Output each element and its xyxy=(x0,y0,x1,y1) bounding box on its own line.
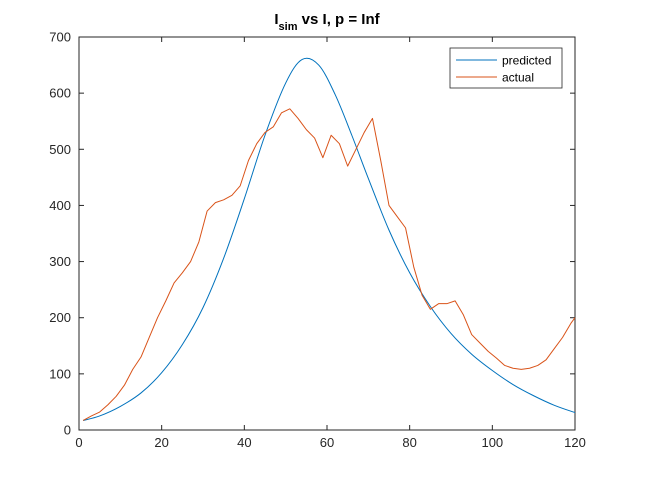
x-axis: 0 20 40 60 80 100 120 xyxy=(75,37,586,450)
y-tick-label: 700 xyxy=(49,30,71,45)
x-tick-label: 0 xyxy=(75,435,82,450)
y-axis: 0 100 200 300 400 500 600 700 xyxy=(49,30,575,438)
legend: predicted actual xyxy=(449,47,563,89)
x-tick-label: 120 xyxy=(564,435,586,450)
x-tick-label: 60 xyxy=(320,435,334,450)
x-tick-label: 20 xyxy=(154,435,168,450)
y-tick-label: 200 xyxy=(49,310,71,325)
legend-box xyxy=(449,47,563,89)
x-tick-label: 80 xyxy=(402,435,416,450)
y-tick-label: 0 xyxy=(64,423,71,438)
y-tick-label: 300 xyxy=(49,254,71,269)
chart-title-subscript: sim xyxy=(279,21,298,33)
y-tick-label: 400 xyxy=(49,198,71,213)
series-line-predicted xyxy=(82,57,576,421)
series-layer xyxy=(82,57,576,421)
y-tick-label: 100 xyxy=(49,366,71,381)
y-tick-label: 500 xyxy=(49,142,71,157)
legend-label-predicted: predicted xyxy=(502,54,551,68)
legend-label-actual: actual xyxy=(502,71,534,85)
chart-title: Isim vs I, p = Inf xyxy=(274,11,380,33)
x-tick-label: 40 xyxy=(237,435,251,450)
y-tick-label: 600 xyxy=(49,86,71,101)
plot-area xyxy=(78,36,576,431)
chart-title-rest: vs I, p = Inf xyxy=(298,11,381,28)
chart-title-main: I xyxy=(274,11,278,28)
series-line-actual xyxy=(82,108,576,421)
x-tick-label: 100 xyxy=(481,435,503,450)
